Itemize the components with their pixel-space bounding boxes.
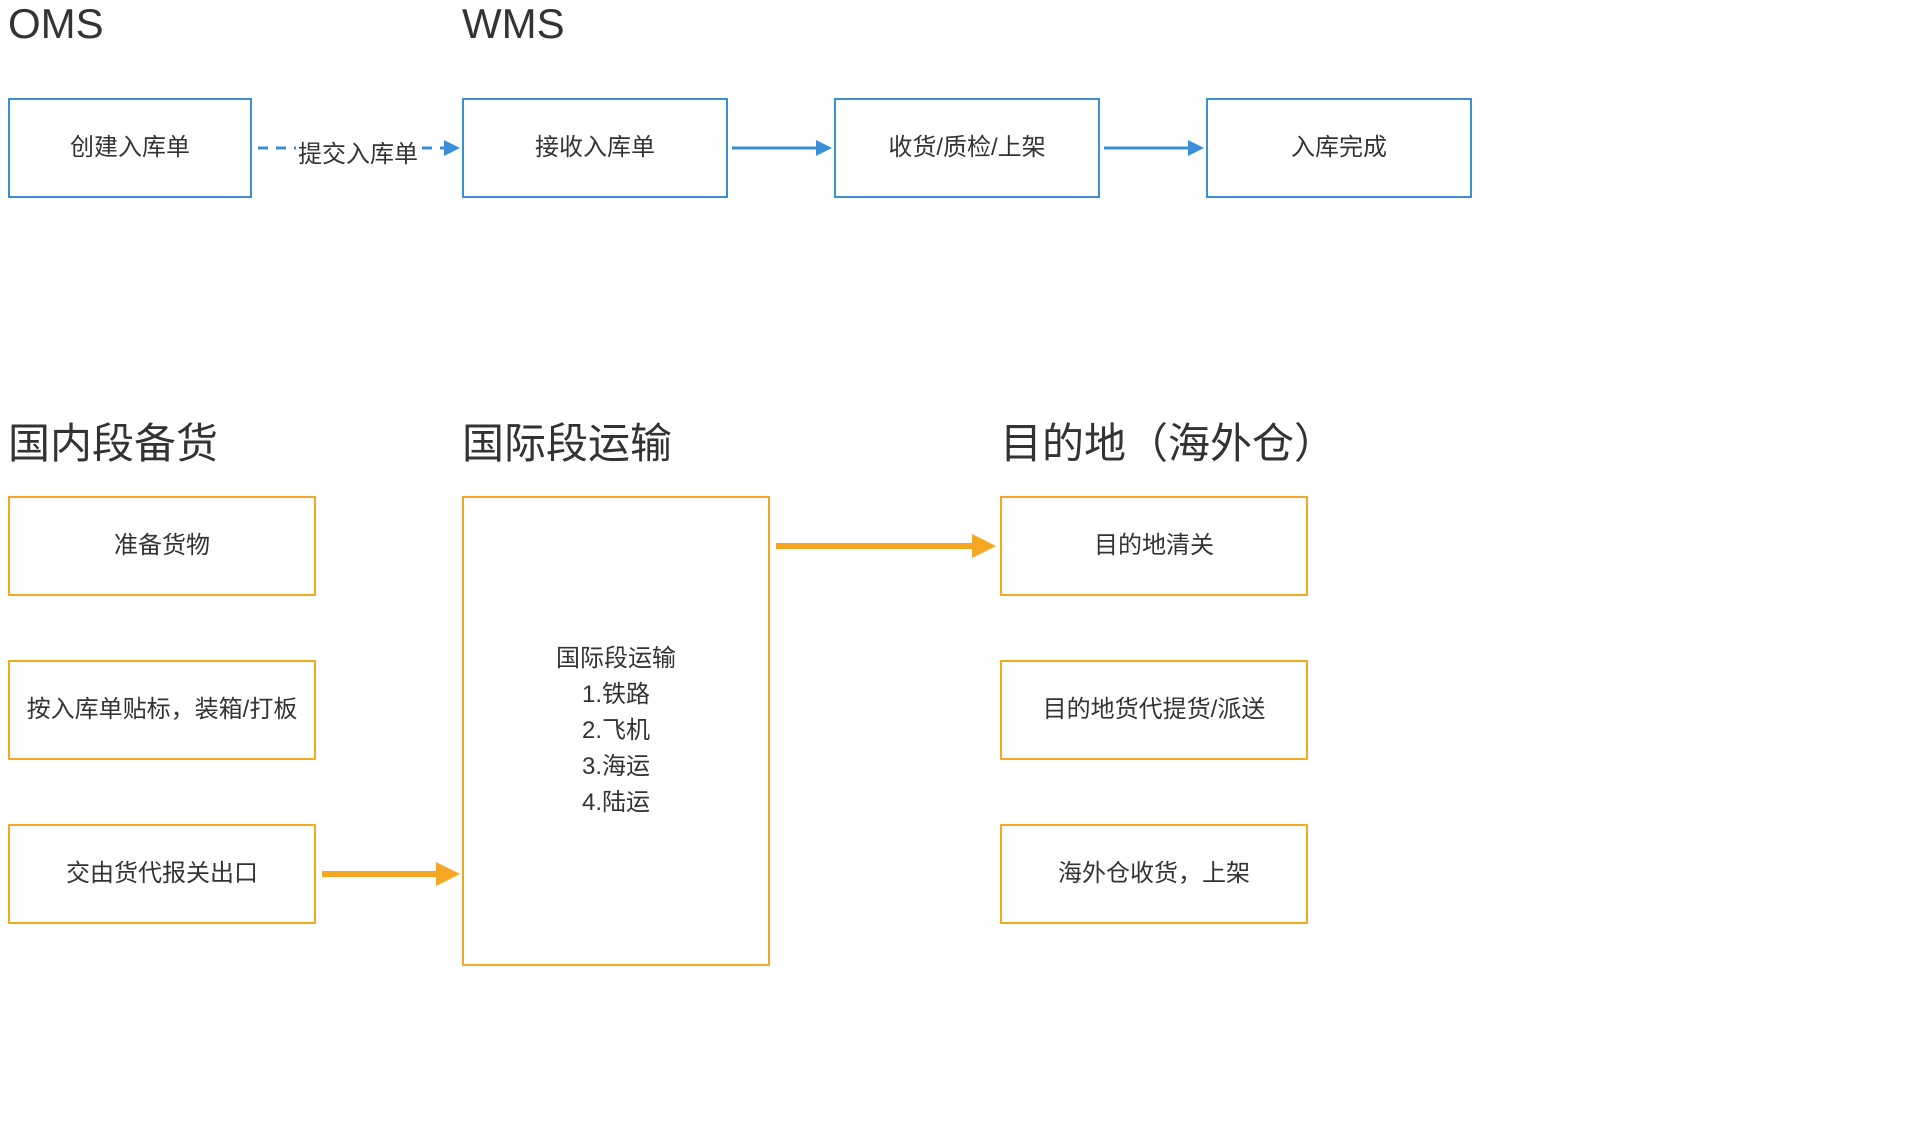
box-inbound-complete: 入库完成	[1206, 98, 1472, 198]
box-customs-export: 交由货代报关出口	[8, 824, 316, 924]
box-receive-inbound: 接收入库单	[462, 98, 728, 198]
box-dest-customs: 目的地清关	[1000, 496, 1308, 596]
diagram-canvas: OMS WMS 国内段备货 国际段运输 目的地（海外仓） 创建入库单 接收入库单…	[0, 0, 1918, 1140]
box-create-inbound: 创建入库单	[8, 98, 252, 198]
heading-destination: 目的地（海外仓）	[1000, 410, 1336, 471]
box-receive-qc-shelf: 收货/质检/上架	[834, 98, 1100, 198]
heading-wms: WMS	[462, 0, 565, 48]
heading-international: 国际段运输	[462, 410, 672, 471]
box-international-transport: 国际段运输 1.铁路 2.飞机 3.海运 4.陆运	[462, 496, 770, 966]
arrow-label-submit: 提交入库单	[298, 134, 418, 169]
box-prepare-goods: 准备货物	[8, 496, 316, 596]
heading-domestic: 国内段备货	[8, 410, 218, 471]
box-overseas-receive-shelf: 海外仓收货，上架	[1000, 824, 1308, 924]
heading-oms: OMS	[8, 0, 104, 48]
box-label-pack: 按入库单贴标，装箱/打板	[8, 660, 316, 760]
box-dest-pickup-delivery: 目的地货代提货/派送	[1000, 660, 1308, 760]
